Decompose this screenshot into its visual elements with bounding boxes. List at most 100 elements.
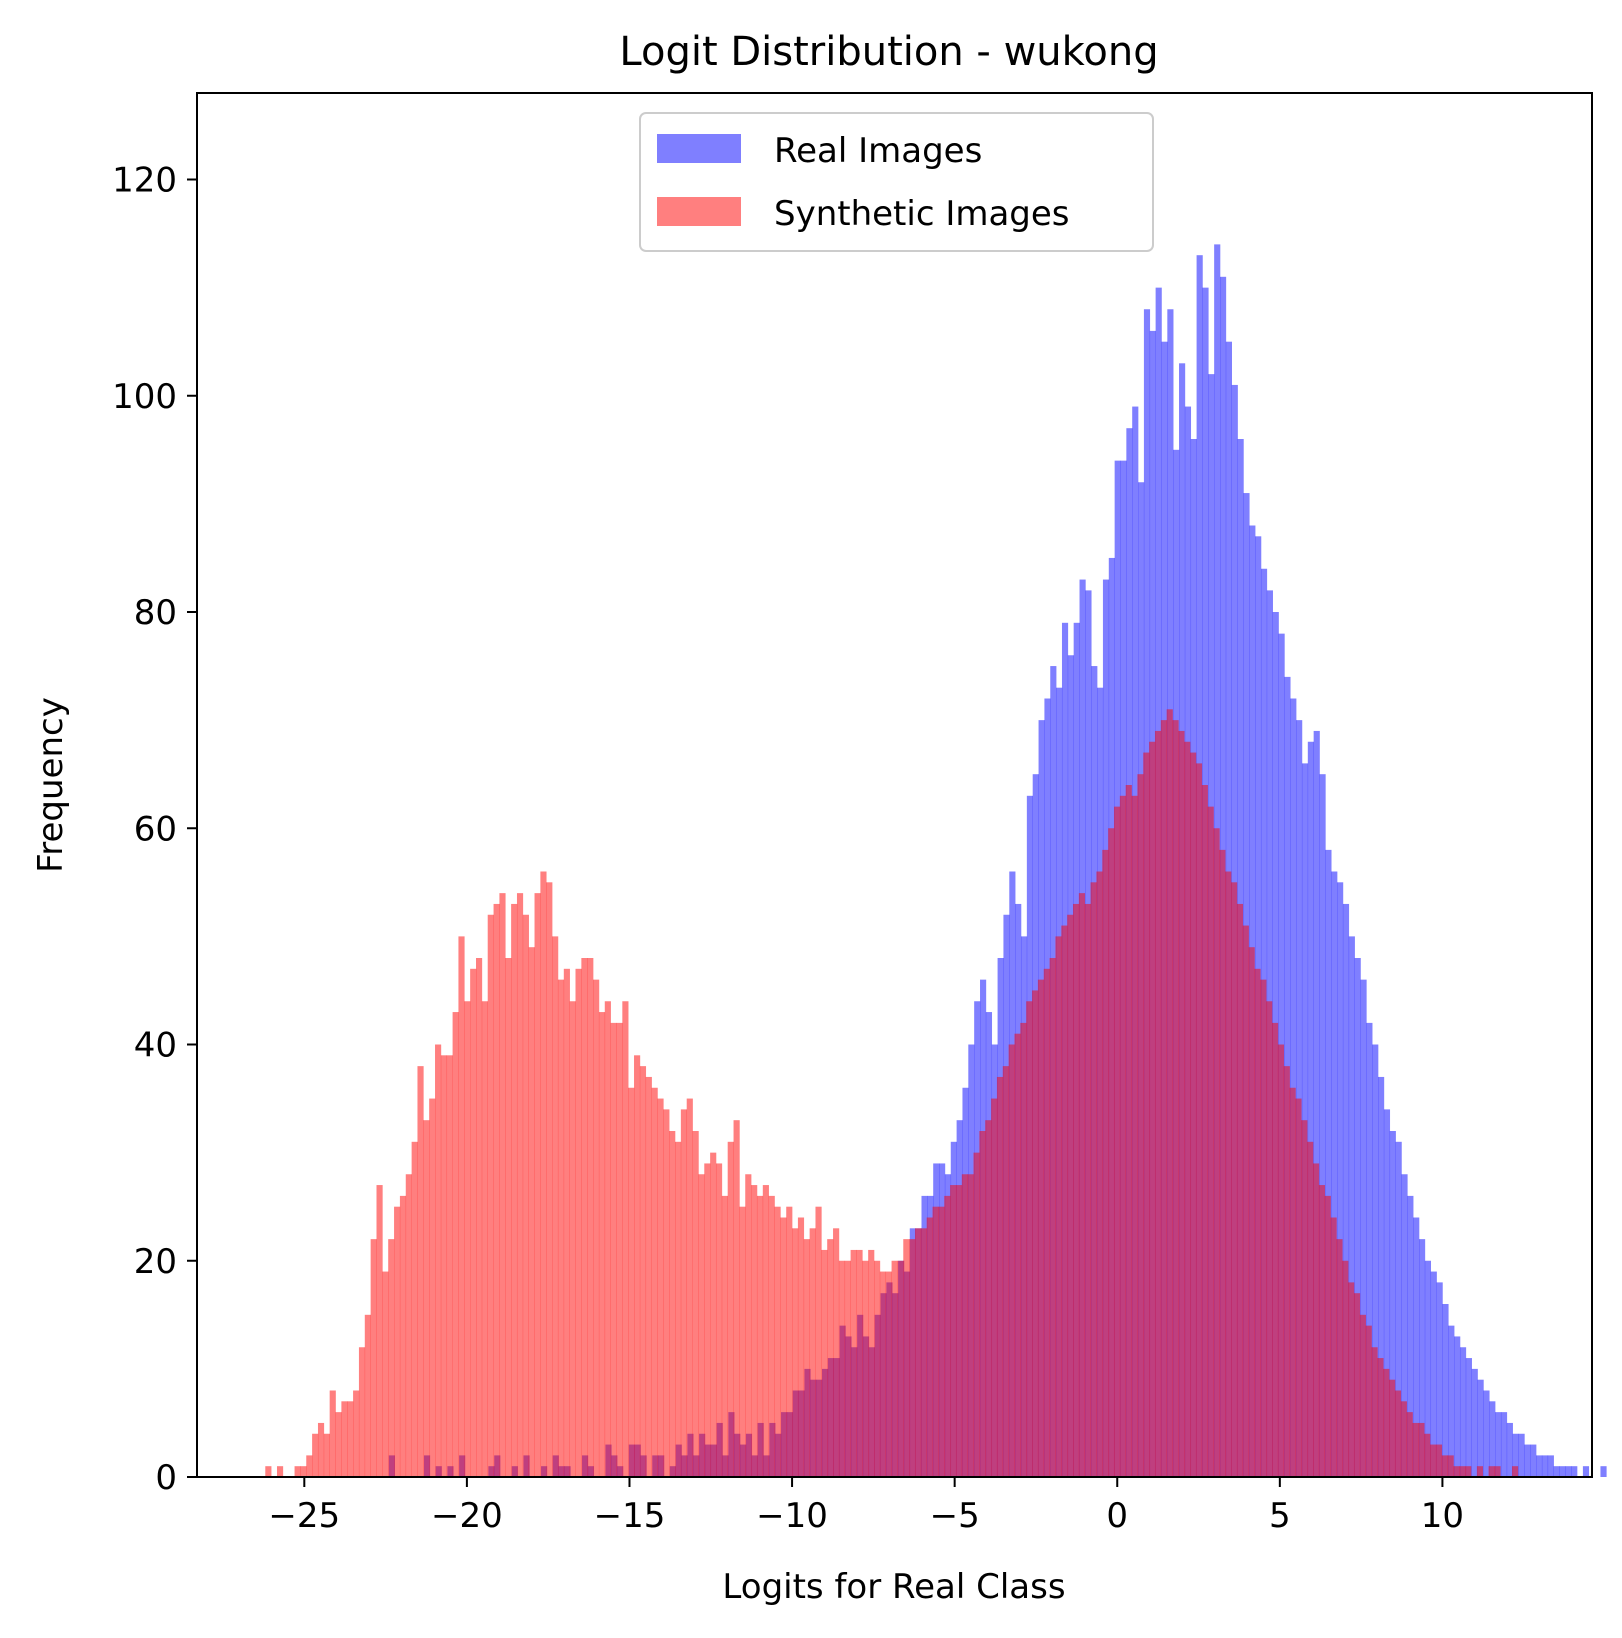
histogram-bar bbox=[675, 1141, 682, 1477]
histogram-bar bbox=[938, 1206, 945, 1477]
histogram-bar bbox=[710, 1152, 717, 1478]
histogram-bar bbox=[1600, 1466, 1607, 1477]
histogram-bar bbox=[622, 1001, 629, 1477]
histogram-bar bbox=[1318, 1185, 1325, 1477]
histogram-bar bbox=[522, 914, 529, 1477]
histogram-bar bbox=[1512, 1466, 1519, 1477]
histogram-bar bbox=[827, 1239, 834, 1478]
histogram-bar bbox=[1471, 1368, 1478, 1478]
histogram-bar bbox=[1582, 1466, 1590, 1477]
histogram-bar bbox=[680, 1109, 688, 1478]
histogram-bar bbox=[768, 1195, 775, 1478]
histogram-bar bbox=[464, 1001, 471, 1477]
histogram-bar bbox=[756, 1195, 764, 1478]
histogram-bar bbox=[1331, 871, 1338, 1477]
histogram-bar bbox=[300, 1466, 307, 1477]
legend-swatch-real bbox=[657, 134, 741, 163]
histogram-bar bbox=[1436, 1282, 1443, 1478]
histogram-bar bbox=[833, 1228, 840, 1477]
histogram-bar bbox=[651, 1087, 658, 1477]
histogram-bar bbox=[1359, 1314, 1366, 1477]
histogram-bar bbox=[616, 1022, 623, 1478]
histogram-bar bbox=[1055, 936, 1062, 1478]
histogram-bar bbox=[511, 903, 518, 1477]
histogram-bar bbox=[1131, 795, 1138, 1477]
histogram-bar bbox=[1406, 1412, 1413, 1478]
histogram-bar bbox=[593, 979, 600, 1478]
histogram-bar bbox=[1219, 849, 1226, 1478]
histogram-bar bbox=[874, 1260, 881, 1477]
histogram-bar bbox=[1125, 785, 1132, 1477]
histogram-bar bbox=[1477, 1379, 1484, 1477]
histogram-bar bbox=[1324, 1195, 1331, 1478]
histogram-bar bbox=[1043, 968, 1050, 1477]
histogram-bar bbox=[604, 1001, 611, 1477]
histogram-bar bbox=[458, 936, 465, 1478]
histogram-bar bbox=[499, 893, 506, 1478]
histogram-bar bbox=[294, 1466, 301, 1477]
histogram-bar bbox=[470, 968, 477, 1477]
histogram-bar bbox=[1231, 882, 1238, 1477]
histogram-bar bbox=[581, 958, 588, 1477]
y-tick-label: 80 bbox=[134, 593, 177, 633]
histogram-bar bbox=[1283, 1066, 1290, 1478]
histogram-bar bbox=[1465, 1358, 1472, 1477]
legend-box bbox=[639, 112, 1154, 252]
histogram-bar bbox=[540, 871, 547, 1477]
histogram-bar bbox=[891, 1260, 898, 1477]
histogram-bar bbox=[1067, 914, 1074, 1477]
histogram-bar bbox=[505, 958, 512, 1477]
histogram-bar bbox=[358, 1347, 366, 1477]
histogram-bar bbox=[534, 893, 541, 1478]
histogram-bar bbox=[1541, 1455, 1549, 1478]
histogram-bar bbox=[1353, 1293, 1361, 1477]
histogram-bar bbox=[1530, 1444, 1537, 1477]
histogram-bar bbox=[1465, 1466, 1472, 1477]
histogram-bar bbox=[364, 1314, 371, 1477]
x-tick-label: 10 bbox=[1421, 1496, 1464, 1536]
histogram-bar bbox=[1447, 1455, 1454, 1478]
histogram-bar bbox=[774, 1206, 781, 1477]
histogram-bar bbox=[639, 1066, 647, 1478]
histogram-bar bbox=[429, 1098, 436, 1477]
series-synthetic bbox=[265, 709, 1519, 1478]
histogram-bar bbox=[950, 1185, 957, 1477]
histogram-bar bbox=[762, 1185, 769, 1477]
histogram-bar bbox=[1014, 1033, 1021, 1477]
histogram-bar bbox=[306, 1455, 313, 1478]
histogram-bar bbox=[903, 1239, 910, 1478]
histogram-bar bbox=[1395, 1141, 1402, 1477]
histogram-bar bbox=[399, 1195, 407, 1478]
histogram-bar bbox=[1459, 1466, 1466, 1477]
histogram-bar bbox=[1488, 1466, 1495, 1477]
histogram-bar bbox=[1236, 903, 1244, 1477]
histogram-bar bbox=[1459, 1347, 1467, 1477]
histogram-bar bbox=[1207, 806, 1214, 1478]
histogram-bar bbox=[1319, 774, 1326, 1477]
y-tick-label: 60 bbox=[134, 809, 177, 849]
histogram-bar bbox=[317, 1422, 325, 1477]
histogram-bar bbox=[1325, 849, 1332, 1478]
y-tick-label: 120 bbox=[112, 161, 177, 201]
histogram-bar bbox=[1201, 785, 1208, 1477]
histogram-bar bbox=[312, 1433, 319, 1477]
histogram-bar bbox=[1020, 1022, 1027, 1478]
histogram-bar bbox=[1178, 730, 1185, 1477]
histogram-bar bbox=[780, 1217, 787, 1477]
histogram-bar bbox=[1407, 1195, 1414, 1478]
histogram-bar bbox=[885, 1271, 892, 1477]
y-tick-label: 0 bbox=[155, 1458, 177, 1498]
x-tick-label: −15 bbox=[594, 1496, 666, 1536]
histogram-bar bbox=[1400, 1401, 1407, 1477]
histogram-bar bbox=[979, 1131, 986, 1477]
histogram-bar bbox=[1424, 1260, 1432, 1477]
histogram-bar bbox=[932, 1206, 939, 1477]
histogram-bar bbox=[1073, 903, 1080, 1477]
histogram-bar bbox=[1260, 979, 1267, 1478]
histogram-bar bbox=[1524, 1444, 1531, 1477]
histogram-bar bbox=[1476, 1466, 1484, 1477]
histogram-bar bbox=[1495, 1412, 1502, 1478]
histogram-bar bbox=[669, 1131, 676, 1477]
histogram-bar bbox=[1365, 1325, 1372, 1478]
histogram-bar bbox=[1008, 1044, 1015, 1477]
